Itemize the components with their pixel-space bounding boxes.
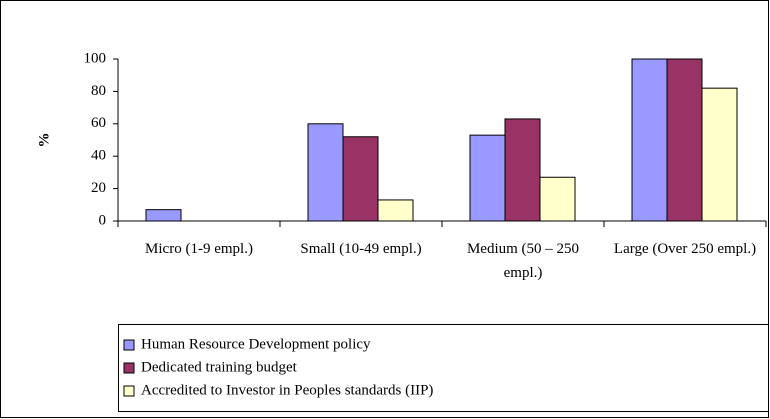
y-axis-label: % — [36, 133, 52, 148]
bar — [307, 123, 344, 222]
legend-label: Accredited to Investor in Peoples standa… — [141, 382, 433, 398]
bar — [701, 87, 738, 222]
x-tick-label: Large (Over 250 empl.) — [613, 241, 757, 257]
y-tick-label: 100 — [84, 50, 107, 66]
x-tick-label: Micro (1-9 empl.) — [145, 241, 253, 257]
bar — [342, 136, 379, 222]
legend-swatch — [123, 362, 135, 374]
legend-box — [118, 324, 769, 412]
y-tick-label: 40 — [91, 148, 106, 164]
bar — [631, 58, 668, 222]
legend-swatch — [123, 385, 135, 397]
legend-label: Human Resource Development policy — [141, 336, 371, 352]
bar — [666, 58, 703, 222]
bar — [377, 199, 414, 222]
y-tick-label: 0 — [99, 212, 107, 228]
y-tick-label: 80 — [91, 83, 106, 99]
x-tick-label: Small (10-49 empl.) — [300, 241, 422, 257]
bar — [469, 134, 506, 222]
bar — [504, 118, 541, 222]
legend-label: Dedicated training budget — [141, 359, 298, 375]
y-tick-label: 60 — [91, 115, 106, 131]
y-tick-label: 20 — [91, 180, 106, 196]
bar — [539, 176, 576, 222]
bar — [145, 209, 182, 222]
legend-swatch — [123, 339, 135, 351]
x-tick-label: Medium (50 – 250 empl.) — [466, 241, 580, 281]
